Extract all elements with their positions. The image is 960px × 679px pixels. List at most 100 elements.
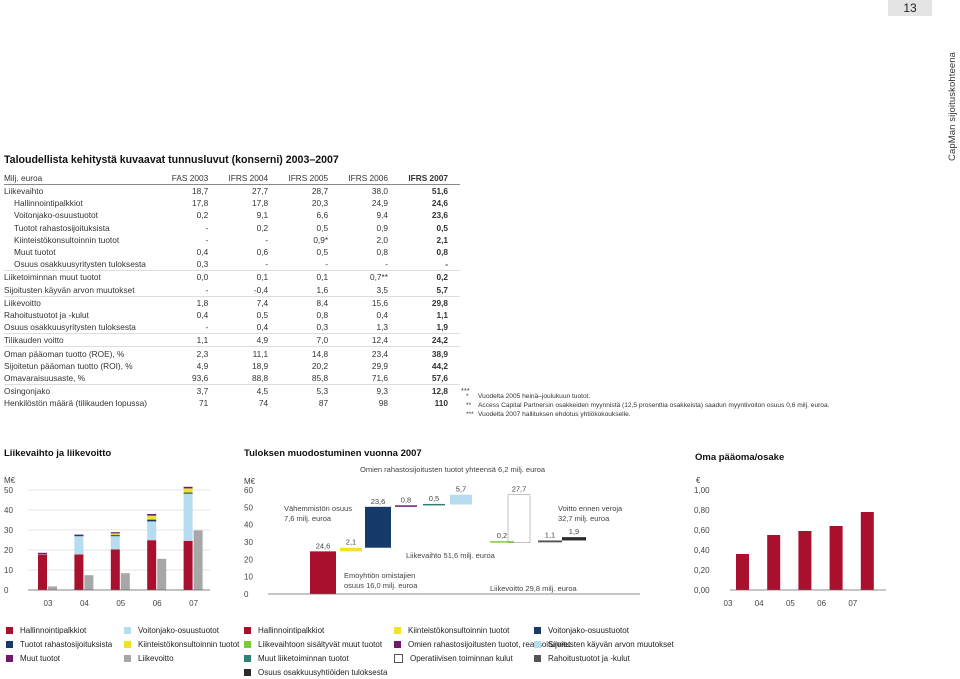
x-tick-label: 06 <box>817 599 826 608</box>
cell-value: 5,7 <box>436 284 448 295</box>
row-label: Liiketoiminnan muut tuotot <box>4 270 164 284</box>
table-cell: 9,4 <box>340 209 400 221</box>
cell-value: 6,6 <box>316 210 329 221</box>
legend-item: Tuotot rahastosijoituksista <box>6 637 124 651</box>
footnotes: * Vuodelta 2005 heinä–joulukuun tuotot. **… <box>466 392 829 419</box>
y-tick-label: 10 <box>244 573 253 582</box>
table-cell: 0,6 <box>220 246 280 258</box>
waterfall-step <box>310 551 336 594</box>
cell-value: 15,6 <box>371 297 389 308</box>
legend-swatch <box>6 626 13 634</box>
stack-segment <box>147 519 157 522</box>
cell-value: 12,8 <box>431 386 448 397</box>
table-cell: 0,3 <box>164 258 220 271</box>
annotation-minority: Vähemmistön osuus <box>284 504 352 513</box>
kpi-table: Milj. euroa FAS 2003 IFRS 2004 IFRS 2005… <box>4 172 470 409</box>
cell-value: 18,9 <box>251 360 269 371</box>
cell-value: 1,8 <box>196 297 209 308</box>
legend-item: Muut tuotot <box>6 651 124 665</box>
stack-segment <box>74 534 84 536</box>
step-value-label: 0,5 <box>429 494 439 503</box>
annotation-pretax: Voitto ennen veroja <box>558 504 623 513</box>
y-tick-label: 0,60 <box>694 526 710 535</box>
legend-item: Operatiivisen toiminnan kulut <box>394 651 534 665</box>
cell-value: - <box>445 259 448 270</box>
waterfall-step <box>450 494 472 505</box>
table-row: Osingonjako 3,7 4,5 5,3 9,3 12,8 *** <box>4 384 470 398</box>
cell-value: 1,9 <box>436 322 448 333</box>
cell-value: 0,9 <box>376 222 389 233</box>
table-cell: 3,7 <box>164 384 221 398</box>
table-cell: 6,6 <box>280 209 340 221</box>
row-label: Osuus osakkuusyritysten tuloksesta <box>14 259 146 270</box>
legend-swatch <box>124 626 131 634</box>
stack-segment <box>147 514 157 516</box>
y-tick-label: 0,20 <box>694 566 710 575</box>
waterfall-step <box>340 547 362 552</box>
table-row: Liikevoitto 1,8 7,4 8,4 15,6 29,8 <box>4 295 460 309</box>
profit-bar <box>193 530 203 590</box>
stack-segment <box>183 493 193 541</box>
table-cell: 5,3 <box>280 384 341 398</box>
table-cell: 18,9 <box>220 360 280 372</box>
legend-item: Osuus osakkuusyhtiöiden tuloksesta <box>244 665 394 679</box>
table-cell: 98 <box>340 397 400 409</box>
cell-value: 44,2 <box>431 360 448 371</box>
table-row: Oman pääoman tuotto (ROE), % 2,3 11,1 14,8 2… <box>4 346 460 360</box>
cell-value: - <box>265 259 269 270</box>
cell-value: 2,1 <box>436 234 448 245</box>
table-cell: 20,2 <box>280 360 340 372</box>
stack-segment <box>38 552 47 554</box>
table-cell: 71 <box>164 397 220 409</box>
y-tick-label: 20 <box>244 555 253 564</box>
cell-value: 7,0 <box>316 335 329 346</box>
table-cell: - <box>280 258 340 271</box>
waterfall-step <box>490 541 514 543</box>
table-cell: 1,8 <box>164 295 221 309</box>
cell-value: - <box>265 234 269 245</box>
table-cell: 0,4 <box>164 246 220 258</box>
table-cell: 29,9 <box>340 360 400 372</box>
stack-segment <box>74 536 84 555</box>
cell-value: 24,9 <box>371 198 389 209</box>
row-label: Muut tuotot <box>14 247 56 258</box>
equity-bar <box>736 554 749 590</box>
stack-segment <box>183 492 193 494</box>
cell-value: 29,9 <box>371 360 389 371</box>
cell-value: 24,6 <box>431 198 448 209</box>
table-cell: 38,0 <box>340 184 401 198</box>
cell-value: 24,2 <box>431 335 448 346</box>
cell-value: 0,2 <box>256 222 269 233</box>
legend-swatch <box>244 668 251 676</box>
legend-item: Kiinteistökonsultoinnin tuotot <box>394 623 534 637</box>
stack-segment <box>110 536 120 550</box>
step-value-label: 0,2 <box>497 531 507 540</box>
legend-item: Kiinteistökonsultoinnin tuotot <box>124 637 239 651</box>
row-label: Voitonjako-osuustuotot <box>14 210 98 221</box>
footnote-text: Vuodelta 2005 heinä–joulukuun tuotot. <box>478 393 591 400</box>
cell-value: 38,9 <box>431 348 448 359</box>
footnote-text: Vuodelta 2007 hallituksen ehdotus yhtiök… <box>478 411 631 418</box>
stack-segment <box>110 535 120 537</box>
annotation-minority: 7,6 milj. euroa <box>284 514 332 523</box>
cell-value: - <box>325 259 329 270</box>
table-cell: 51,6 <box>400 184 460 198</box>
table-cell: 0,4 <box>340 309 400 321</box>
y-tick-label: 0 <box>244 590 249 599</box>
cell-value: 0,8 <box>376 247 389 258</box>
x-tick-label: 04 <box>80 599 89 608</box>
table-row: Sijoitetun pääoman tuotto (ROI), % 4,9 18,… <box>4 360 460 372</box>
table-cell: - <box>340 258 400 271</box>
stack-segment <box>110 549 120 590</box>
cell-value: -0,4 <box>253 284 269 295</box>
table-cell: 7,4 <box>220 295 281 309</box>
legend-label: Omien rahastosijoitusten tuotot, realiso… <box>408 639 571 649</box>
row-label: Tuotot rahastosijoituksista <box>14 222 110 233</box>
table-cell: 12,4 <box>340 333 401 347</box>
cell-value: 0,3 <box>196 259 209 270</box>
legend-label: Muut tuotot <box>20 653 61 663</box>
stack-segment <box>74 554 84 590</box>
table-cell: 3,5 <box>340 284 400 297</box>
cell-value: 7,4 <box>256 297 269 308</box>
stack-segment <box>38 554 47 590</box>
